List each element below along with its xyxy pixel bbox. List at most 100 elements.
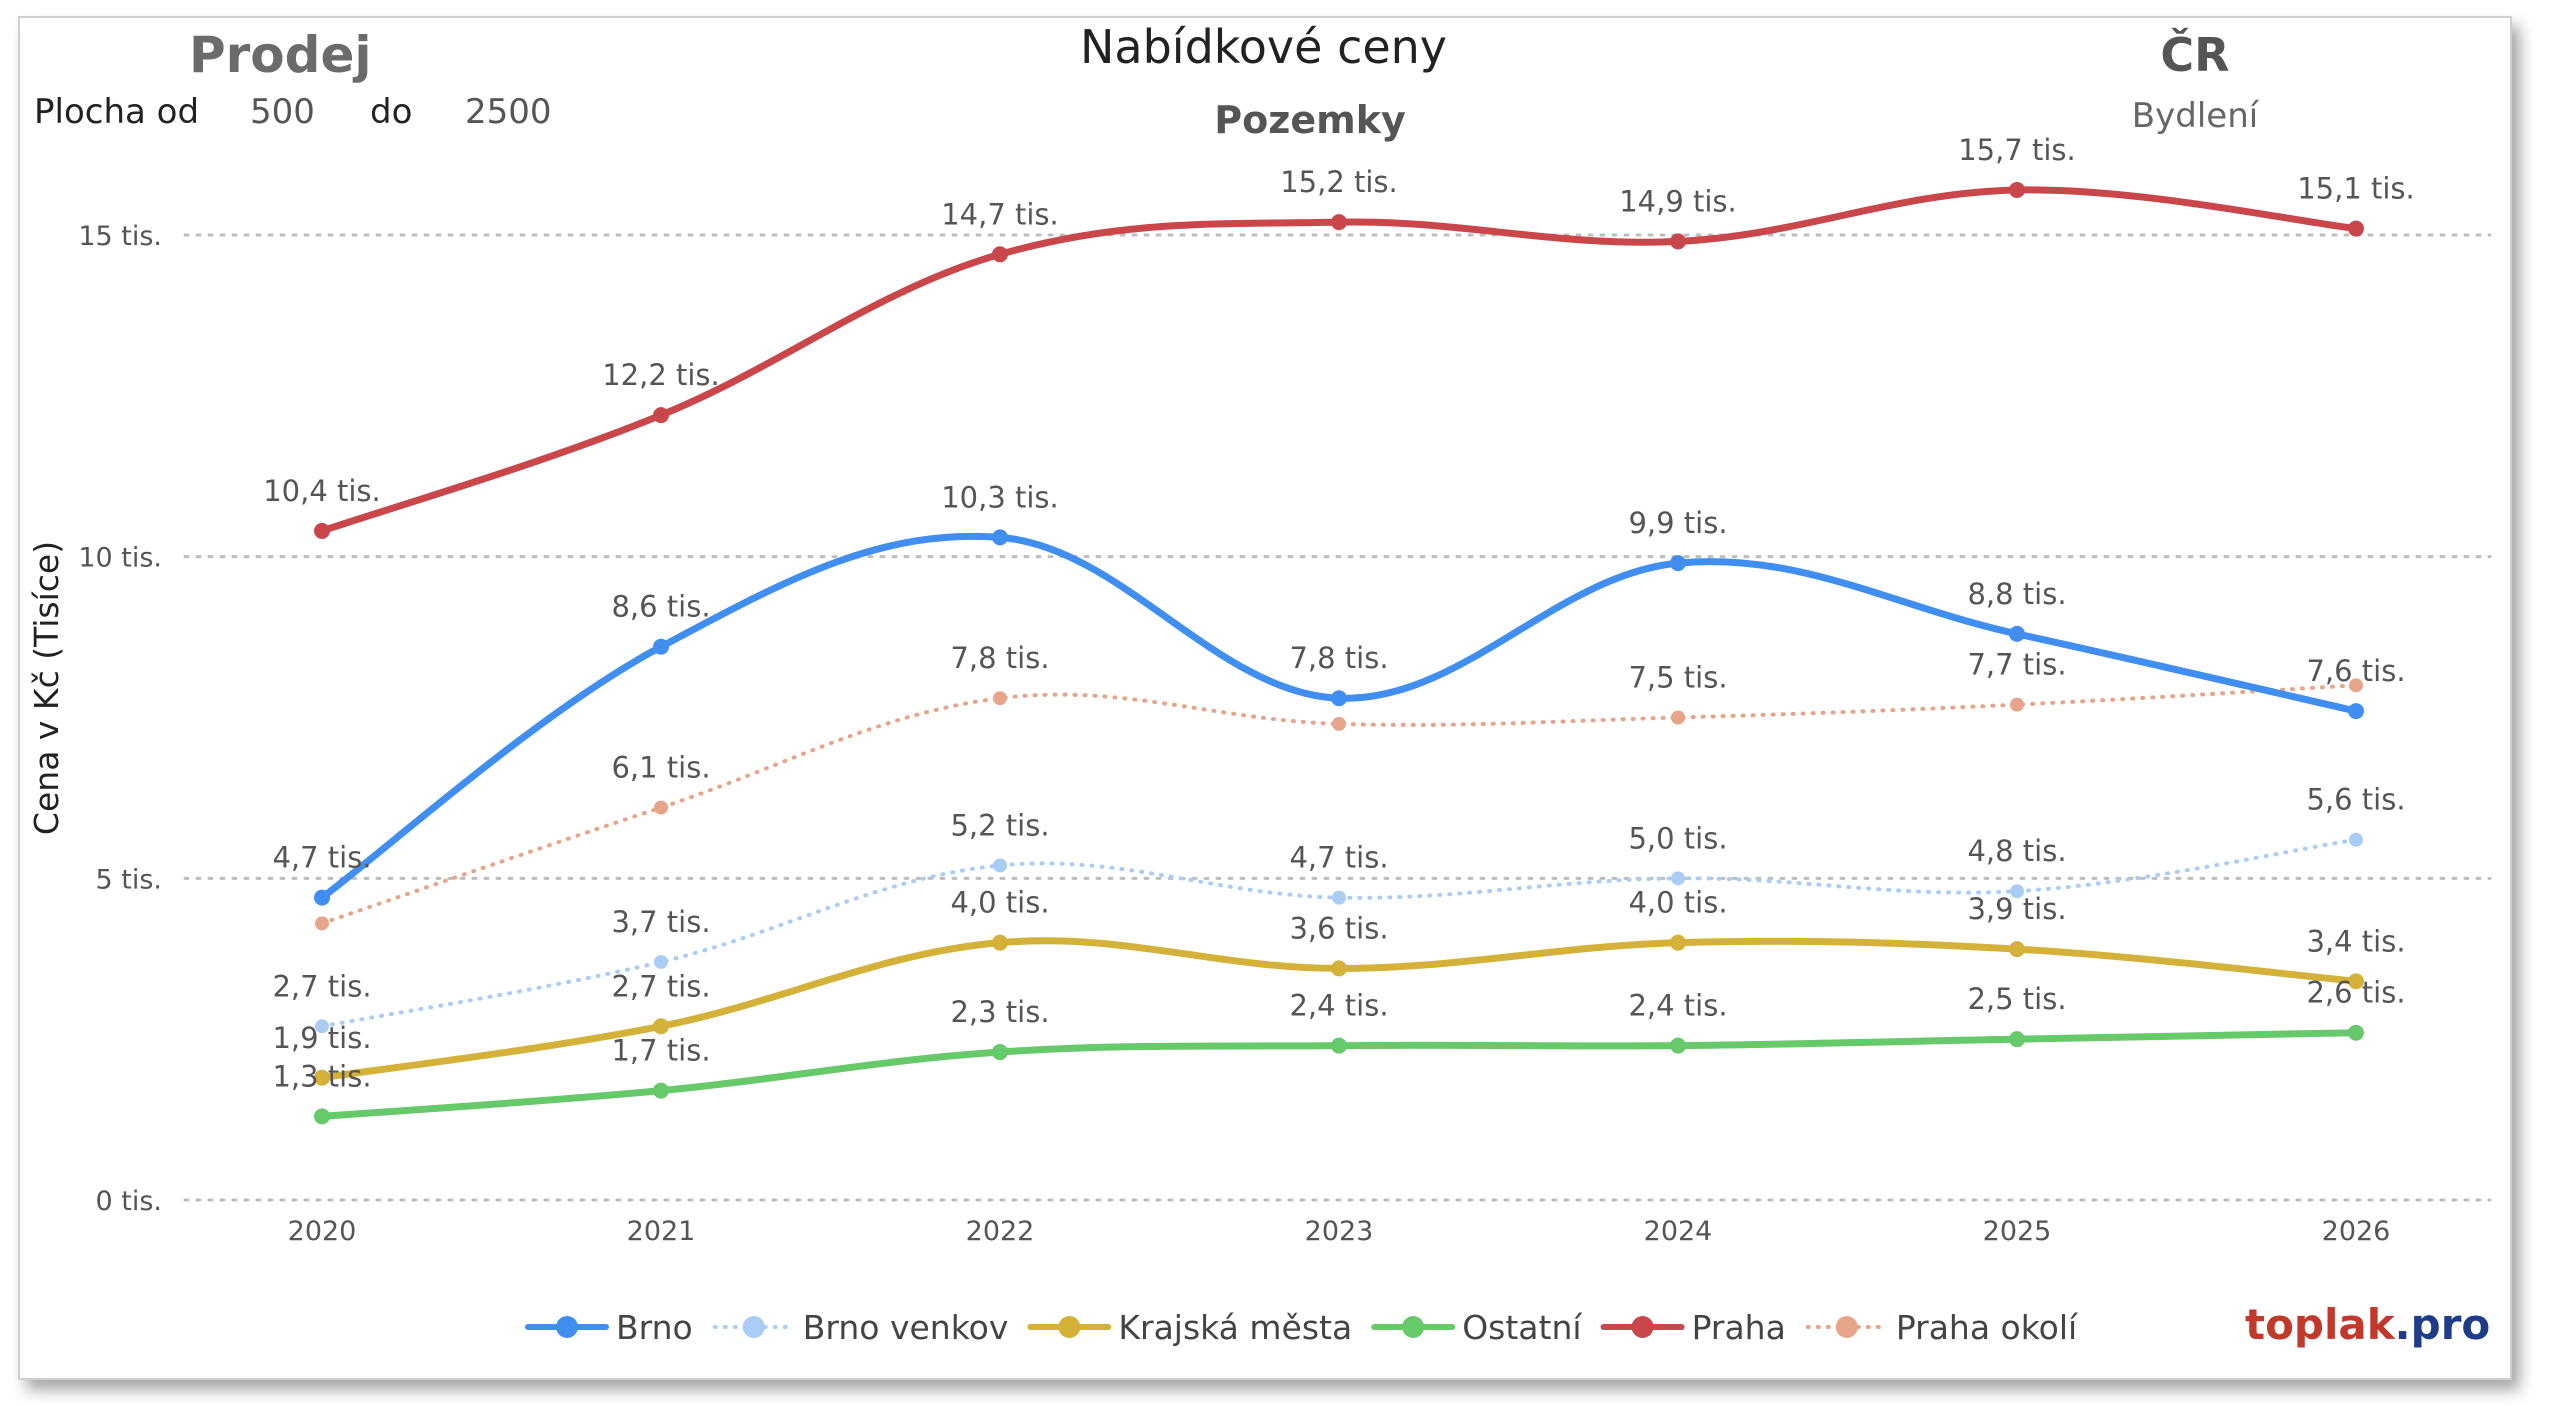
legend-label-brno: Brno	[616, 1308, 693, 1347]
data-point-ostatní	[992, 1044, 1008, 1061]
data-label-krajská-města: 3,6 tis.	[1289, 911, 1388, 945]
data-point-ostatní	[2348, 1024, 2364, 1041]
data-point-brno-venkov	[2010, 884, 2024, 899]
x-tick-label: 2022	[966, 1216, 1035, 1247]
data-label-brno-venkov: 2,7 tis.	[272, 969, 371, 1003]
data-label-brno-venkov: 4,8 tis.	[1967, 834, 2066, 868]
data-point-ostatní	[1670, 1037, 1686, 1054]
data-point-praha	[653, 407, 669, 424]
legend-label-praha-okolí: Praha okolí	[1896, 1308, 2079, 1347]
data-label-brno-venkov: 5,2 tis.	[950, 808, 1049, 842]
legend-marker-ostatní	[1402, 1316, 1425, 1338]
data-point-praha	[314, 522, 330, 539]
data-label-brno: 9,9 tis.	[1628, 506, 1727, 540]
data-point-brno	[314, 889, 330, 906]
data-point-praha-okolí	[654, 800, 668, 815]
data-label-brno: 8,6 tis.	[611, 590, 710, 624]
data-point-brno-venkov	[2349, 832, 2363, 847]
legend-marker-brno-venkov	[742, 1316, 765, 1338]
area-from-value: 500	[250, 92, 315, 132]
data-point-krajská-města	[653, 1018, 669, 1035]
data-point-ostatní	[1331, 1037, 1347, 1054]
data-point-brno-venkov	[993, 858, 1007, 873]
legend-label-praha: Praha	[1692, 1308, 1786, 1347]
data-point-krajská-města	[1331, 960, 1347, 977]
data-label-ostatní: 1,3 tis.	[272, 1059, 371, 1093]
data-point-praha-okolí	[1671, 710, 1685, 725]
chart-subtitle: Pozemky	[1214, 98, 1406, 142]
data-point-brno	[1670, 555, 1686, 572]
data-point-krajská-města	[2348, 973, 2364, 990]
brand-logo-part2: .pro	[2394, 1300, 2491, 1349]
data-label-praha-okolí: 7,5 tis.	[1628, 661, 1727, 695]
data-point-krajská-města	[314, 1069, 330, 1086]
area-to-label: do	[370, 92, 413, 132]
data-label-brno: 10,3 tis.	[941, 480, 1059, 514]
data-point-brno	[2009, 625, 2025, 642]
y-tick-label: 0 tis.	[96, 1186, 163, 1217]
data-point-praha-okolí	[2349, 678, 2363, 693]
data-point-praha-okolí	[2010, 697, 2024, 712]
data-label-krajská-města: 2,7 tis.	[611, 969, 710, 1003]
data-point-ostatní	[314, 1108, 330, 1125]
data-label-praha: 12,2 tis.	[602, 358, 720, 392]
data-point-praha	[1670, 233, 1686, 250]
data-label-krajská-města: 3,4 tis.	[2306, 924, 2405, 958]
data-label-krajská-města: 3,9 tis.	[1967, 892, 2066, 926]
data-label-brno: 8,8 tis.	[1967, 577, 2066, 611]
data-label-ostatní: 2,6 tis.	[2306, 976, 2405, 1010]
x-tick-label: 2023	[1305, 1216, 1374, 1247]
legend-label-ostatní: Ostatní	[1462, 1308, 1583, 1347]
data-label-praha-okolí: 6,1 tis.	[611, 751, 710, 785]
data-point-praha	[2348, 220, 2364, 237]
data-point-praha	[2009, 181, 2025, 198]
data-point-krajská-města	[1670, 934, 1686, 951]
data-point-brno	[653, 638, 669, 655]
x-tick-label: 2021	[627, 1216, 696, 1247]
data-point-praha	[992, 246, 1008, 263]
chart-title: Nabídkové ceny	[1080, 20, 1448, 74]
y-tick-label: 15 tis.	[78, 221, 162, 252]
legend-label-brno-venkov: Brno venkov	[803, 1308, 1009, 1347]
data-label-praha: 15,2 tis.	[1280, 165, 1398, 199]
data-label-brno: 7,6 tis.	[2306, 654, 2405, 688]
data-label-brno-venkov: 4,7 tis.	[1289, 841, 1388, 875]
data-label-brno-venkov: 5,0 tis.	[1628, 821, 1727, 855]
data-label-praha: 10,4 tis.	[263, 474, 381, 508]
data-label-praha-okolí: 7,7 tis.	[1967, 648, 2066, 682]
data-label-krajská-města: 4,0 tis.	[950, 886, 1049, 920]
x-tick-label: 2020	[288, 1216, 357, 1247]
data-label-ostatní: 2,4 tis.	[1628, 989, 1727, 1023]
area-to-value: 2500	[465, 92, 552, 132]
data-point-brno-venkov	[1332, 890, 1346, 905]
data-point-krajská-města	[2009, 941, 2025, 958]
data-point-brno	[1331, 690, 1347, 707]
transaction-type-label: Prodej	[189, 26, 372, 84]
data-label-praha: 15,7 tis.	[1958, 133, 2076, 167]
x-tick-label: 2024	[1644, 1216, 1713, 1247]
data-point-ostatní	[2009, 1031, 2025, 1048]
data-point-brno	[2348, 703, 2364, 720]
data-point-praha-okolí	[1332, 716, 1346, 731]
data-label-krajská-města: 4,0 tis.	[1628, 886, 1727, 920]
data-point-praha	[1331, 214, 1347, 231]
legend-marker-praha	[1631, 1316, 1654, 1338]
region-label: ČR	[2160, 28, 2230, 82]
data-point-brno-venkov	[654, 954, 668, 969]
legend-marker-praha-okolí	[1835, 1316, 1858, 1338]
y-tick-label: 5 tis.	[96, 864, 163, 895]
data-point-praha-okolí	[315, 916, 329, 931]
brand-logo: toplak.pro	[2245, 1300, 2490, 1349]
data-label-ostatní: 2,3 tis.	[950, 995, 1049, 1029]
data-label-brno: 4,7 tis.	[272, 841, 371, 875]
y-tick-label: 10 tis.	[78, 543, 162, 574]
data-label-brno: 7,8 tis.	[1289, 641, 1388, 675]
data-label-praha: 14,7 tis.	[941, 197, 1059, 231]
x-tick-label: 2026	[2322, 1216, 2391, 1247]
y-axis-title: Cena v Kč (Tisíce)	[27, 541, 66, 835]
brand-logo-part1: toplak	[2245, 1300, 2395, 1349]
data-point-brno-venkov	[315, 1019, 329, 1034]
data-point-ostatní	[653, 1082, 669, 1099]
legend-marker-krajská-města	[1058, 1316, 1081, 1338]
